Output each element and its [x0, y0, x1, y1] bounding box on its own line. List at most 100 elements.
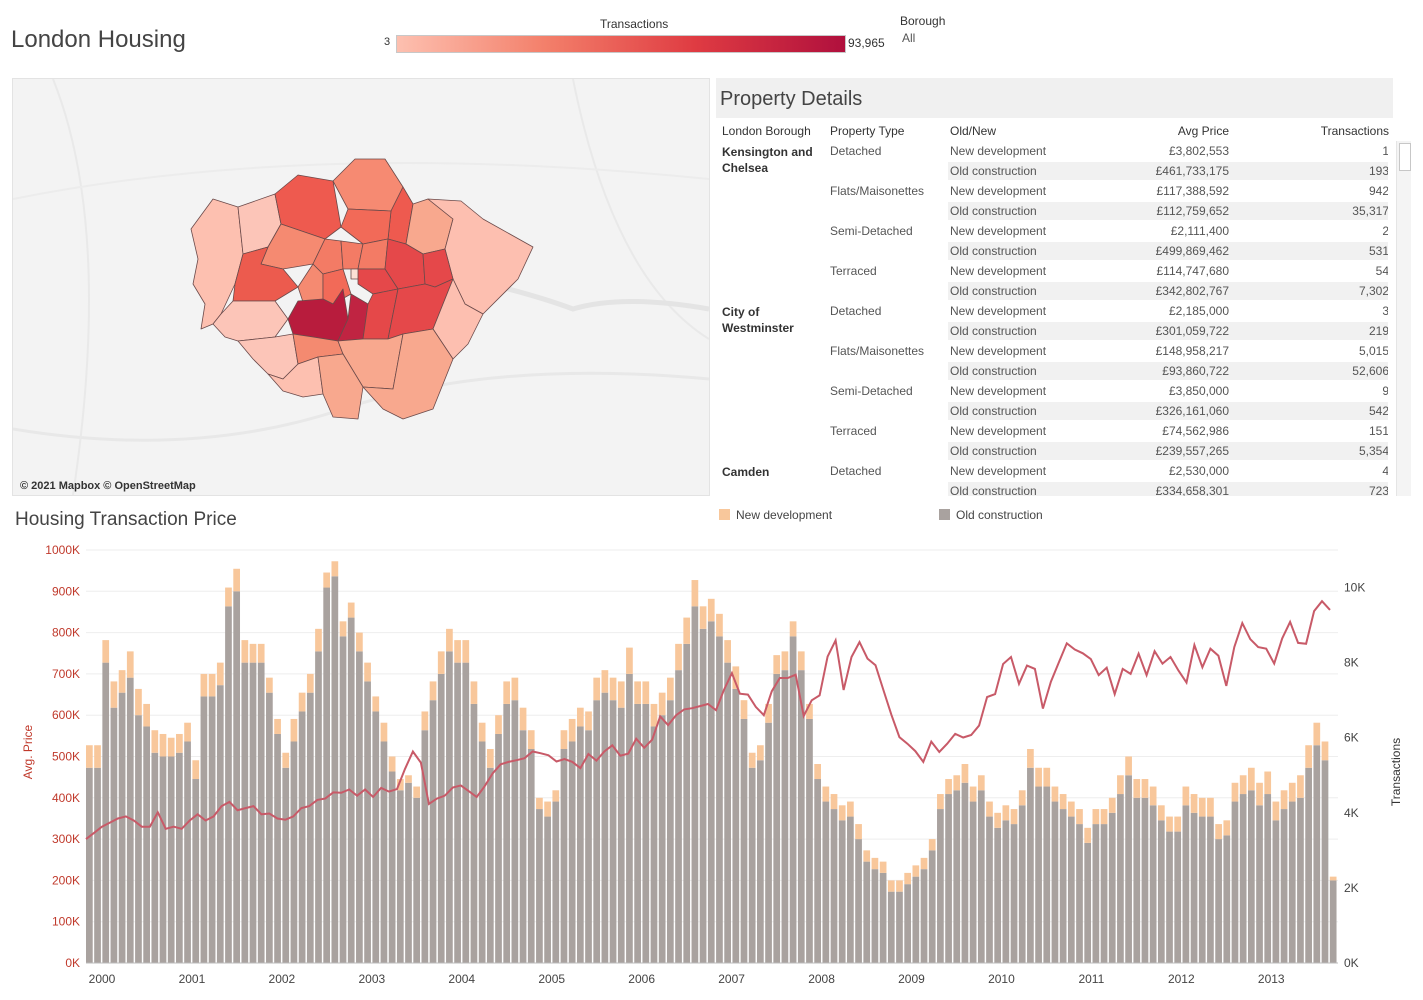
- bar-old-construction[interactable]: [396, 790, 404, 963]
- avg-price-line[interactable]: [85, 599, 1331, 840]
- table-row[interactable]: Terraced New development £114,747,680 54: [716, 261, 1388, 281]
- bar-old-construction[interactable]: [838, 820, 846, 963]
- bar-old-construction[interactable]: [707, 621, 715, 963]
- table-row[interactable]: Old construction £334,658,301 723: [716, 481, 1388, 496]
- bar-old-construction[interactable]: [986, 816, 993, 963]
- table-row[interactable]: Terraced New development £74,562,986 151: [716, 421, 1388, 441]
- bar-old-construction[interactable]: [486, 767, 494, 963]
- bar-old-construction[interactable]: [666, 700, 674, 963]
- bar-old-construction[interactable]: [446, 651, 453, 963]
- table-row[interactable]: Old construction £93,860,722 52,606: [716, 361, 1388, 381]
- bar-new-development[interactable]: [1092, 809, 1100, 825]
- bar-old-construction[interactable]: [1141, 797, 1149, 963]
- bar-old-construction[interactable]: [151, 752, 159, 963]
- bar-old-construction[interactable]: [1166, 831, 1173, 963]
- bar-new-development[interactable]: [1002, 805, 1010, 821]
- bar-new-development[interactable]: [503, 681, 511, 704]
- bar-old-construction[interactable]: [544, 816, 551, 963]
- bar-old-construction[interactable]: [617, 707, 625, 963]
- table-row[interactable]: Flats/Maisonettes New development £148,958…: [716, 341, 1388, 361]
- bar-old-construction[interactable]: [1223, 835, 1231, 963]
- bar-new-development[interactable]: [257, 643, 265, 663]
- bar-new-development[interactable]: [1305, 745, 1312, 768]
- bar-new-development[interactable]: [143, 703, 150, 727]
- bar-old-construction[interactable]: [478, 741, 486, 963]
- bar-old-construction[interactable]: [748, 767, 756, 963]
- bar-old-construction[interactable]: [879, 872, 887, 963]
- table-row[interactable]: Flats/Maisonettes New development £117,388…: [716, 181, 1388, 201]
- bar-old-construction[interactable]: [683, 643, 691, 963]
- bar-new-development[interactable]: [1067, 801, 1075, 817]
- table-row[interactable]: Old construction £461,733,175 193: [716, 161, 1388, 181]
- bar-old-construction[interactable]: [1239, 794, 1247, 963]
- bar-new-development[interactable]: [1043, 767, 1051, 787]
- bar-old-construction[interactable]: [118, 692, 126, 963]
- table-row[interactable]: Old construction £326,161,060 542: [716, 401, 1388, 421]
- bar-old-construction[interactable]: [1174, 831, 1182, 963]
- bar-old-construction[interactable]: [437, 673, 445, 963]
- bar-new-development[interactable]: [200, 673, 208, 697]
- details-table-body[interactable]: Kensington and Chelsea Detached New develo…: [716, 141, 1388, 496]
- bar-old-construction[interactable]: [863, 861, 871, 963]
- bar-old-construction[interactable]: [429, 700, 437, 963]
- bar-old-construction[interactable]: [928, 850, 936, 963]
- bar-new-development[interactable]: [683, 617, 691, 644]
- bar-old-construction[interactable]: [781, 670, 789, 963]
- bar-old-construction[interactable]: [675, 670, 682, 963]
- bar-old-construction[interactable]: [1051, 801, 1059, 963]
- bar-new-development[interactable]: [241, 640, 249, 663]
- bar-new-development[interactable]: [879, 861, 887, 873]
- bar-new-development[interactable]: [593, 677, 601, 701]
- bar-new-development[interactable]: [511, 677, 519, 701]
- bar-old-construction[interactable]: [1010, 824, 1018, 963]
- bar-new-development[interactable]: [1125, 756, 1132, 776]
- bar-old-construction[interactable]: [969, 801, 977, 963]
- bar-new-development[interactable]: [1166, 816, 1173, 832]
- bar-new-development[interactable]: [1157, 805, 1165, 821]
- bar-old-construction[interactable]: [290, 741, 298, 963]
- bar-new-development[interactable]: [1297, 775, 1304, 798]
- bar-old-construction[interactable]: [814, 779, 821, 963]
- bar-new-development[interactable]: [658, 692, 666, 716]
- bar-new-development[interactable]: [184, 722, 191, 742]
- table-row[interactable]: Semi-Detached New development £3,850,000 9: [716, 381, 1388, 401]
- bar-old-construction[interactable]: [1297, 797, 1304, 963]
- bar-old-construction[interactable]: [536, 809, 543, 963]
- bar-new-development[interactable]: [282, 752, 290, 768]
- table-row[interactable]: Old construction £239,557,265 5,354: [716, 441, 1388, 461]
- bar-new-development[interactable]: [396, 779, 404, 791]
- bar-new-development[interactable]: [626, 647, 633, 674]
- bar-new-development[interactable]: [1084, 827, 1092, 843]
- bar-new-development[interactable]: [388, 756, 396, 772]
- bar-new-development[interactable]: [568, 718, 576, 742]
- bar-old-construction[interactable]: [887, 891, 895, 963]
- bar-new-development[interactable]: [380, 722, 388, 742]
- bar-old-construction[interactable]: [126, 677, 134, 963]
- bar-new-development[interactable]: [192, 760, 200, 780]
- bar-new-development[interactable]: [347, 602, 355, 618]
- bar-new-development[interactable]: [1264, 771, 1272, 795]
- bar-old-construction[interactable]: [953, 790, 961, 963]
- table-row[interactable]: Old construction £342,802,767 7,302: [716, 281, 1388, 301]
- bar-old-construction[interactable]: [462, 662, 470, 963]
- bar-old-construction[interactable]: [1215, 839, 1222, 963]
- bar-new-development[interactable]: [1182, 786, 1190, 806]
- bar-old-construction[interactable]: [1125, 775, 1132, 963]
- bar-new-development[interactable]: [871, 857, 879, 870]
- bar-new-development[interactable]: [1215, 824, 1222, 840]
- bar-new-development[interactable]: [887, 880, 895, 892]
- bar-old-construction[interactable]: [1043, 786, 1051, 963]
- bar-old-construction[interactable]: [192, 779, 200, 963]
- bar-old-construction[interactable]: [200, 696, 208, 963]
- bar-new-development[interactable]: [822, 786, 830, 802]
- bar-new-development[interactable]: [732, 666, 740, 689]
- bar-old-construction[interactable]: [495, 733, 502, 963]
- bar-old-construction[interactable]: [323, 587, 331, 963]
- bar-new-development[interactable]: [356, 632, 363, 652]
- bar-new-development[interactable]: [1051, 786, 1059, 802]
- bar-new-development[interactable]: [977, 775, 985, 791]
- bar-old-construction[interactable]: [920, 869, 928, 963]
- bar-new-development[interactable]: [454, 640, 461, 663]
- bar-new-development[interactable]: [266, 677, 273, 693]
- bar-new-development[interactable]: [617, 681, 625, 708]
